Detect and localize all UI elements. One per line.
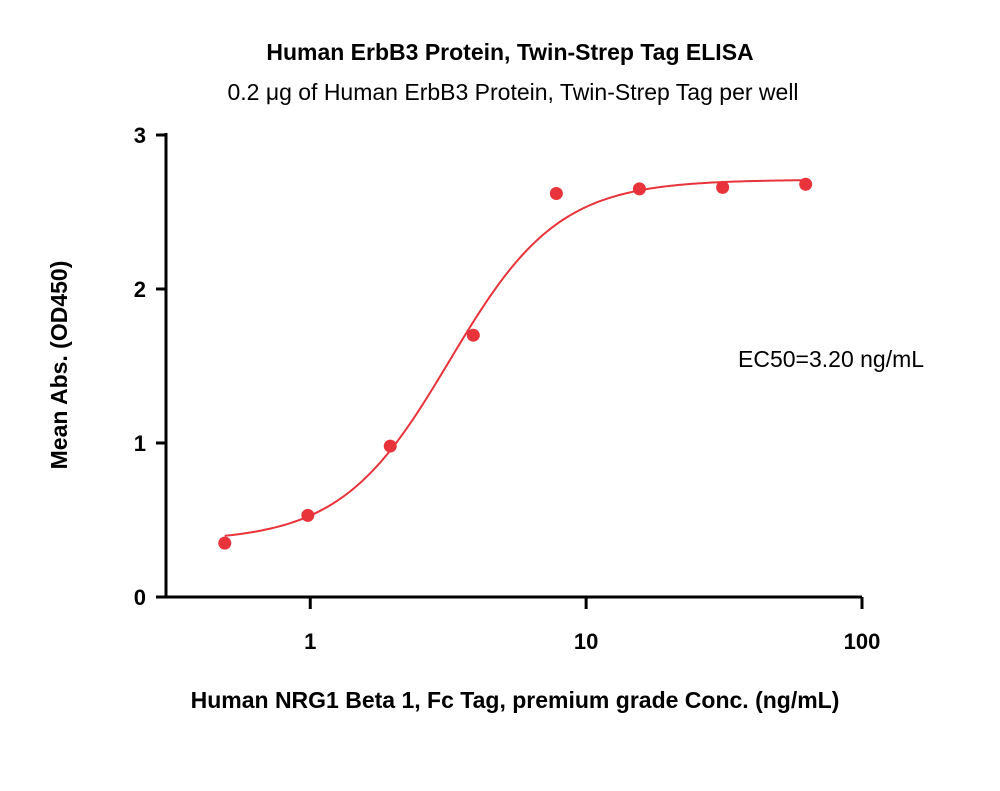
y-tick-label: 1 [134, 431, 146, 456]
x-axis: 1 10 100 [165, 595, 880, 654]
x-tick-label: 100 [844, 629, 881, 654]
x-tick-label: 10 [574, 629, 598, 654]
data-point [301, 508, 315, 522]
data-point [716, 180, 730, 194]
x-tick-label: 1 [304, 629, 316, 654]
y-axis-label: Mean Abs. (OD450) [46, 261, 72, 470]
data-points [218, 177, 813, 550]
y-tick-label: 3 [134, 123, 146, 148]
data-point [549, 187, 563, 201]
y-axis: 0 1 2 3 [134, 123, 168, 610]
fit-curve [224, 179, 806, 537]
chart-subtitle: 0.2 μg of Human ErbB3 Protein, Twin-Stre… [227, 79, 798, 105]
data-point [466, 328, 480, 342]
data-point [799, 177, 813, 191]
x-axis-label: Human NRG1 Beta 1, Fc Tag, premium grade… [191, 687, 840, 713]
data-point [218, 536, 232, 550]
data-point [383, 439, 397, 453]
y-ticks: 0 1 2 3 [134, 123, 166, 610]
y-tick-label: 2 [134, 277, 146, 302]
y-tick-label: 0 [134, 585, 146, 610]
data-point [632, 182, 646, 196]
x-ticks: 1 10 100 [304, 597, 880, 654]
ec50-annotation: EC50=3.20 ng/mL [738, 346, 924, 372]
chart-title: Human ErbB3 Protein, Twin-Strep Tag ELIS… [266, 39, 753, 65]
